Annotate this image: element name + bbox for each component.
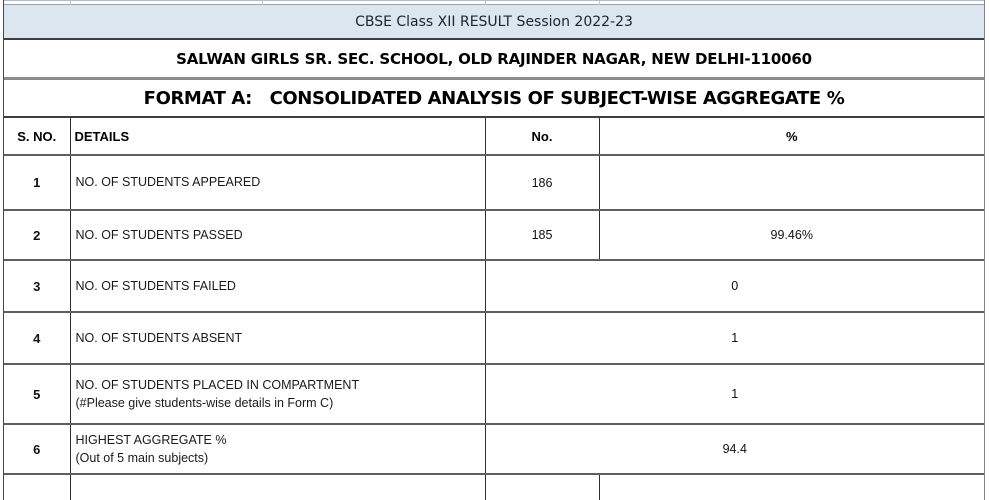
details-line2: (Out of 5 main subjects) — [75, 451, 209, 465]
table-row: 3 NO. OF STUDENTS FAILED 0 — [4, 260, 984, 312]
table-row: 1 NO. OF STUDENTS APPEARED 186 — [4, 155, 984, 210]
merged-value-cell[interactable]: 94.4 — [722, 442, 747, 456]
header-pct[interactable]: % — [785, 128, 798, 144]
school-name: SALWAN GIRLS SR. SEC. SCHOOL, OLD RAJIND… — [176, 49, 812, 68]
pct-cell[interactable]: 99.46% — [770, 228, 813, 242]
merged-value-cell[interactable]: 1 — [731, 331, 739, 345]
table-header-row: S. NO. DETAILS No. % — [4, 117, 984, 155]
sno-cell[interactable]: 5 — [4, 364, 71, 424]
format-title-cell[interactable]: FORMAT A: CONSOLIDATED ANALYSIS OF SUBJE… — [4, 80, 984, 116]
details-line1: HIGHEST AGGREGATE % — [75, 432, 227, 447]
sno-cell[interactable]: 4 — [4, 312, 71, 364]
session-title: CBSE Class XII RESULT Session 2022-23 — [355, 13, 633, 30]
gridline — [599, 1, 600, 5]
sno-cell[interactable]: 1 — [4, 155, 71, 210]
no-cell[interactable]: 186 — [485, 155, 600, 210]
merged-value-cell[interactable]: 0 — [731, 279, 739, 293]
details-cell[interactable]: NO. OF STUDENTS FAILED — [70, 260, 486, 312]
no-cell[interactable]: 185 — [485, 210, 600, 260]
pct-cell[interactable] — [599, 155, 984, 210]
sno-cell[interactable]: 2 — [4, 210, 71, 260]
header-details[interactable]: DETAILS — [70, 117, 486, 155]
header-sno[interactable]: S. NO. — [4, 117, 71, 155]
pct-cell[interactable] — [599, 474, 984, 500]
details-cell[interactable]: NO. OF STUDENTS PLACED IN COMPARTMENT (#… — [70, 364, 486, 424]
gridline — [485, 1, 486, 5]
sno-cell[interactable] — [4, 474, 71, 500]
details-cell[interactable]: NO. OF STUDENTS ABSENT — [70, 312, 486, 364]
session-title-cell[interactable]: CBSE Class XII RESULT Session 2022-23 — [4, 4, 984, 40]
sno-cell[interactable]: 3 — [4, 260, 71, 312]
table-row: 6 HIGHEST AGGREGATE % (Out of 5 main sub… — [4, 424, 984, 474]
results-table: S. NO. DETAILS No. % 1 NO. OF STUDENTS A… — [4, 116, 984, 500]
gridline — [70, 1, 71, 5]
details-cell[interactable]: HIGHEST AGGREGATE % (Out of 5 main subje… — [70, 424, 486, 474]
details-cell[interactable] — [70, 474, 486, 500]
header-no[interactable]: No. — [485, 117, 600, 155]
worksheet: CBSE Class XII RESULT Session 2022-23 SA… — [3, 0, 985, 500]
table-row: 2 NO. OF STUDENTS PASSED 185 99.46% — [4, 210, 984, 260]
gridline — [262, 1, 263, 5]
table-row: 5 NO. OF STUDENTS PLACED IN COMPARTMENT … — [4, 364, 984, 424]
school-name-cell[interactable]: SALWAN GIRLS SR. SEC. SCHOOL, OLD RAJIND… — [4, 40, 984, 80]
details-line2: (#Please give students-wise details in F… — [75, 396, 334, 410]
details-cell[interactable]: NO. OF STUDENTS PASSED — [70, 210, 486, 260]
no-cell[interactable] — [485, 474, 600, 500]
row-above-gridlines — [4, 0, 984, 5]
merged-value-cell[interactable]: 1 — [731, 387, 739, 401]
format-title: FORMAT A: CONSOLIDATED ANALYSIS OF SUBJE… — [143, 87, 845, 109]
table-row: 4 NO. OF STUDENTS ABSENT 1 — [4, 312, 984, 364]
details-line1: NO. OF STUDENTS PLACED IN COMPARTMENT — [75, 377, 360, 392]
sno-cell[interactable]: 6 — [4, 424, 71, 474]
details-cell[interactable]: NO. OF STUDENTS APPEARED — [70, 155, 486, 210]
table-row-clipped — [4, 474, 984, 500]
